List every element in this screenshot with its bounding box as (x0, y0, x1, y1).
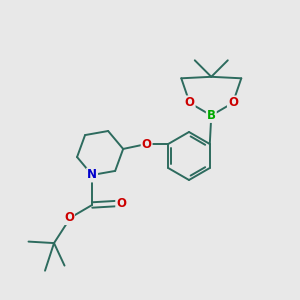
Text: O: O (64, 211, 74, 224)
Text: O: O (185, 96, 195, 110)
Text: N: N (87, 169, 97, 182)
Text: O: O (116, 197, 126, 210)
Text: B: B (207, 109, 216, 122)
Text: O: O (142, 137, 152, 151)
Text: O: O (228, 96, 238, 110)
